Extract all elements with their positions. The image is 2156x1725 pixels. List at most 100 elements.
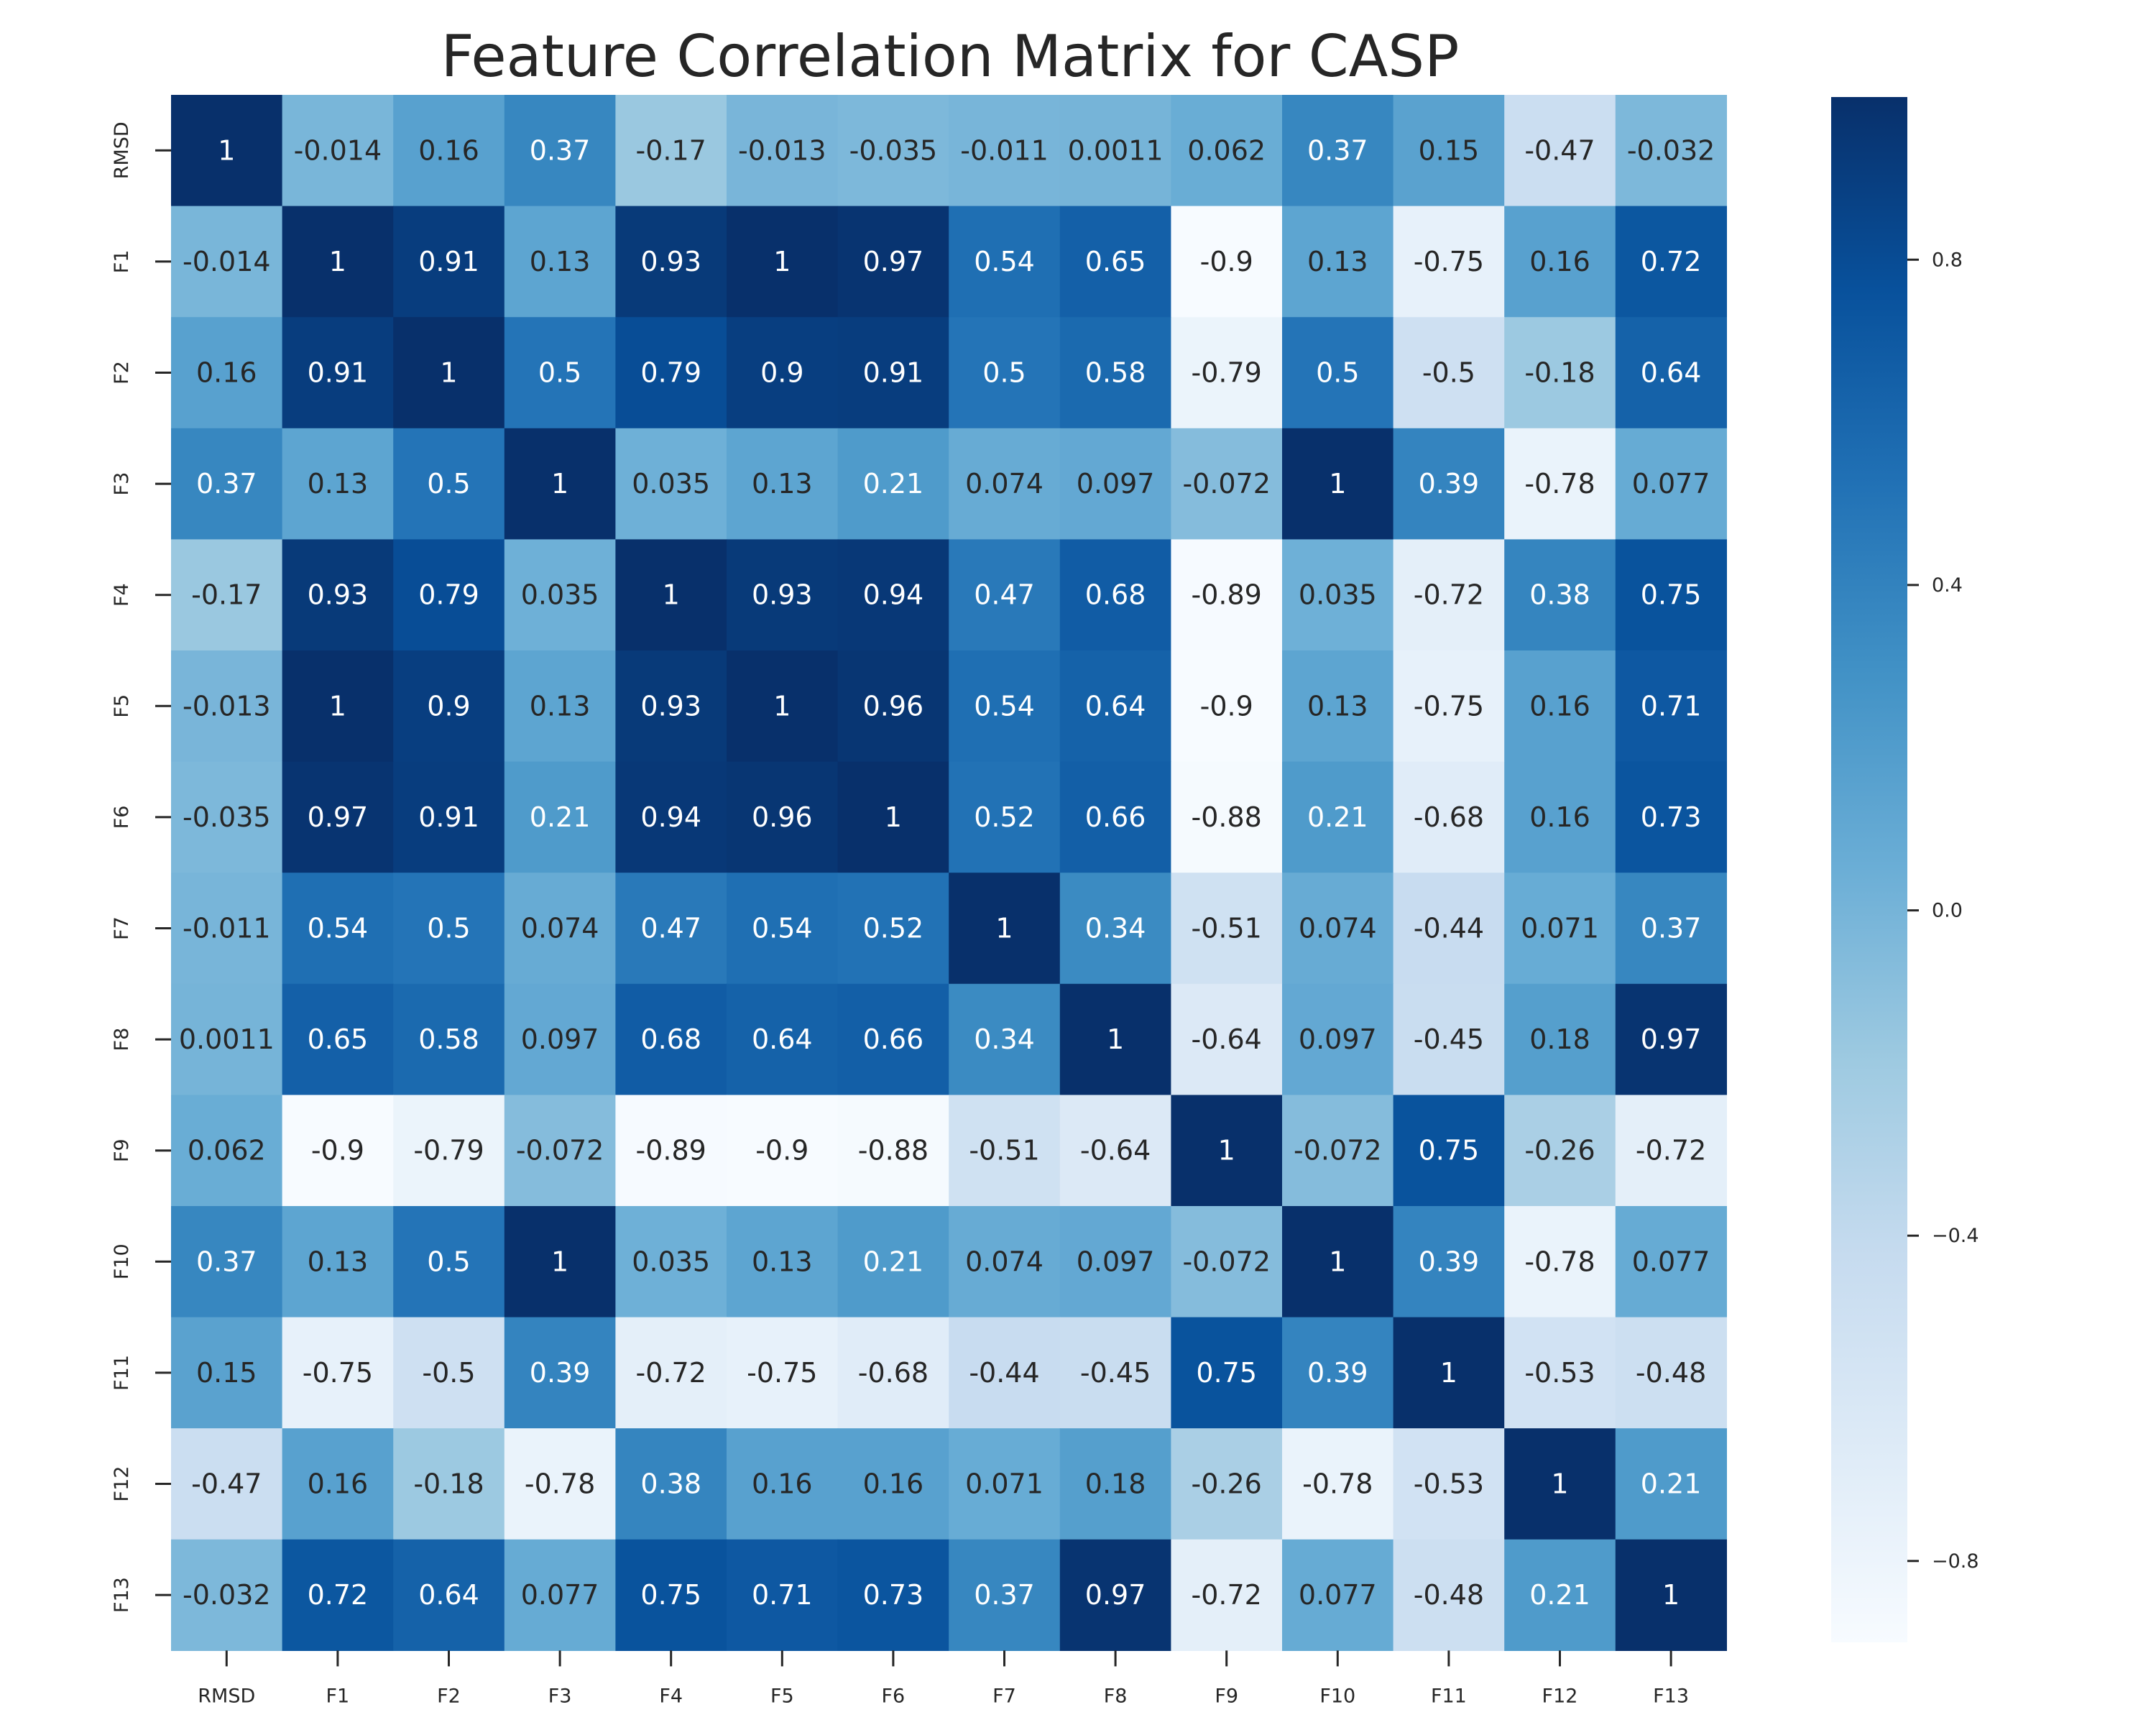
heatmap-cell <box>615 1206 727 1318</box>
cell-value-label: -0.014 <box>183 246 271 277</box>
x-tick-label: F7 <box>992 1685 1016 1707</box>
heatmap-cell <box>1504 650 1616 763</box>
heatmap-cell <box>393 1095 505 1207</box>
cell-value-label: 0.5 <box>1316 357 1359 389</box>
cell-value-label: 0.79 <box>640 357 701 389</box>
heatmap-cell <box>1171 1428 1283 1540</box>
colorbar-tick-label: −0.4 <box>1932 1225 1979 1247</box>
cell-value-label: 1 <box>551 1246 568 1277</box>
heatmap-cell <box>1282 650 1394 763</box>
cell-value-label: 1 <box>1551 1468 1568 1500</box>
heatmap-cell <box>1615 206 1727 318</box>
heatmap-cell <box>727 983 839 1095</box>
cell-value-label: 0.52 <box>974 801 1035 833</box>
heatmap-cell <box>282 95 394 207</box>
cell-value-label: 0.75 <box>1196 1357 1257 1389</box>
heatmap-cell <box>393 650 505 763</box>
heatmap-cell <box>837 539 949 651</box>
cell-value-label: 1 <box>773 246 791 277</box>
heatmap-cell <box>615 1317 727 1429</box>
heatmap-cell <box>1393 206 1505 318</box>
cell-value-label: -0.013 <box>738 134 826 166</box>
heatmap-cell <box>504 539 616 651</box>
heatmap-cell <box>171 983 283 1095</box>
cell-value-label: 0.65 <box>1085 246 1146 277</box>
cell-value-label: 1 <box>329 246 346 277</box>
x-tick-label: F6 <box>882 1685 906 1707</box>
cell-value-label: 1 <box>551 468 568 500</box>
heatmap-cell <box>1615 983 1727 1095</box>
heatmap-cell <box>1282 206 1394 318</box>
y-tick-label: F7 <box>111 916 133 940</box>
cell-value-label: 0.5 <box>538 357 581 389</box>
heatmap-cell <box>1615 873 1727 985</box>
cell-value-label: 0.72 <box>308 1579 369 1611</box>
cell-value-label: 0.0011 <box>179 1024 275 1055</box>
heatmap-cell <box>837 428 949 540</box>
cell-value-label: 0.58 <box>1085 357 1146 389</box>
heatmap-cell <box>1282 95 1394 207</box>
heatmap-cell <box>1171 1206 1283 1318</box>
cell-value-label: 0.47 <box>974 579 1035 611</box>
cell-value-label: -0.47 <box>191 1468 262 1500</box>
heatmap-cell <box>171 428 283 540</box>
x-tick-label: F11 <box>1431 1685 1467 1707</box>
heatmap-cell <box>1504 317 1616 429</box>
cell-value-label: 0.54 <box>308 913 369 944</box>
cell-value-label: -0.72 <box>1192 1579 1262 1611</box>
cell-value-label: 0.13 <box>308 468 369 500</box>
cell-value-label: 0.035 <box>632 468 710 500</box>
cell-value-label: 0.71 <box>1641 690 1702 722</box>
cell-value-label: -0.64 <box>1080 1135 1151 1167</box>
cell-value-label: -0.072 <box>1182 468 1271 500</box>
heatmap-cell <box>1393 539 1505 651</box>
heatmap-cell <box>1615 539 1727 651</box>
heatmap-cell <box>1171 761 1283 873</box>
heatmap-cell <box>1504 873 1616 985</box>
heatmap-cell <box>837 1428 949 1540</box>
cell-value-label: -0.9 <box>1200 690 1253 722</box>
heatmap-cell <box>1059 317 1171 429</box>
heatmap-cell <box>282 1317 394 1429</box>
cell-value-label: -0.011 <box>183 913 271 944</box>
heatmap-cell <box>1171 428 1283 540</box>
cell-value-label: 0.0011 <box>1068 134 1164 166</box>
cell-value-label: 0.077 <box>1299 1579 1377 1611</box>
heatmap-cell <box>1282 873 1394 985</box>
cell-value-label: -0.032 <box>183 1579 271 1611</box>
heatmap-cell <box>1504 1317 1616 1429</box>
cell-value-label: 0.97 <box>1641 1024 1702 1055</box>
cell-value-label: 0.52 <box>863 913 924 944</box>
heatmap-cell <box>1171 1539 1283 1651</box>
cell-value-label: 0.96 <box>863 690 924 722</box>
cell-value-label: 0.16 <box>1529 801 1590 833</box>
heatmap-cell <box>727 650 839 763</box>
heatmap-cell <box>1282 1317 1394 1429</box>
cell-value-label: -0.51 <box>969 1135 1039 1167</box>
heatmap-cell <box>727 317 839 429</box>
cell-value-label: 1 <box>663 579 680 611</box>
heatmap-cell <box>171 206 283 318</box>
cell-value-label: -0.75 <box>1414 246 1484 277</box>
cell-value-label: 0.91 <box>418 801 479 833</box>
x-tick-label: F1 <box>326 1685 350 1707</box>
cell-value-label: 0.79 <box>418 579 479 611</box>
heatmap-cell <box>837 1095 949 1207</box>
heatmap-cell <box>1393 1317 1505 1429</box>
heatmap-cell <box>504 95 616 207</box>
heatmap-cell <box>837 1317 949 1429</box>
heatmap-cell <box>393 428 505 540</box>
heatmap-cell <box>1059 95 1171 207</box>
heatmap-cell <box>282 761 394 873</box>
heatmap-cell <box>949 1428 1061 1540</box>
cell-value-label: -0.89 <box>1192 579 1262 611</box>
heatmap-cell <box>837 1539 949 1651</box>
cell-value-label: 0.75 <box>1641 579 1702 611</box>
heatmap-cell <box>393 539 505 651</box>
y-tick-label: RMSD <box>111 121 133 179</box>
heatmap-cell <box>1504 1095 1616 1207</box>
y-tick-label: F10 <box>111 1243 133 1279</box>
heatmap-cell <box>504 1206 616 1318</box>
heatmap-cell <box>282 983 394 1095</box>
cell-value-label: 0.72 <box>1641 246 1702 277</box>
